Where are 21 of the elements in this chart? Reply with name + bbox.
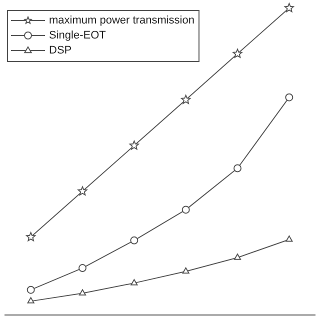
legend-label: maximum power transmission: [49, 14, 194, 27]
point: [234, 164, 242, 172]
point: [78, 264, 86, 272]
point: [27, 297, 34, 304]
point: [182, 206, 190, 214]
point: [78, 186, 88, 196]
point: [284, 3, 294, 12]
point: [181, 94, 191, 104]
legend-label: Single-EOT: [49, 30, 106, 42]
point: [129, 140, 139, 150]
point: [232, 48, 242, 58]
point: [234, 254, 242, 260]
point: [130, 236, 138, 244]
legend-label: DSP: [49, 44, 72, 57]
point: [26, 286, 35, 294]
point: [286, 235, 293, 242]
point: [285, 93, 294, 102]
point: [78, 289, 86, 296]
point: [130, 279, 138, 286]
point: [182, 267, 190, 274]
point: [26, 232, 36, 242]
